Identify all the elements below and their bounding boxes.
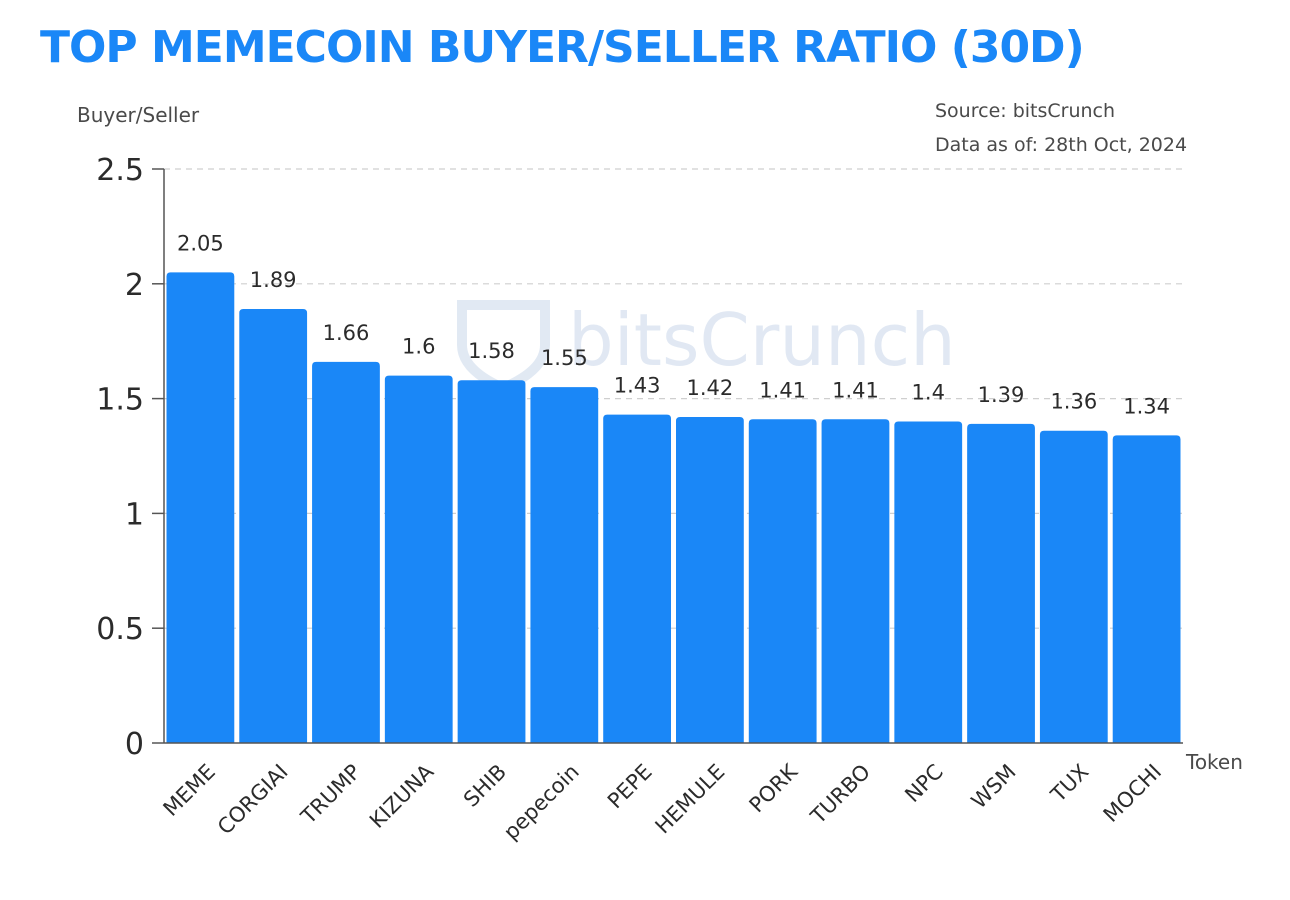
data-label: 1.4 — [912, 381, 945, 405]
y-tick-label: 1 — [125, 497, 144, 532]
data-label: 2.05 — [177, 231, 224, 255]
watermark-text: bitsCrunch — [568, 298, 956, 382]
data-label: 1.36 — [1050, 390, 1097, 414]
watermark: bitsCrunch — [457, 298, 956, 394]
bar-pepe — [603, 414, 671, 743]
source-note: Source: bitsCrunch — [935, 100, 1116, 122]
category-label: PORK — [745, 759, 804, 818]
category-label: TURBO — [805, 760, 875, 830]
bar-turbo — [821, 419, 890, 743]
bar-pork — [748, 419, 817, 743]
category-label: MEME — [159, 760, 220, 821]
bar-corgiai — [239, 309, 308, 743]
data-label: 1.43 — [614, 374, 661, 398]
bar-tux — [1039, 430, 1108, 743]
bar-trump — [312, 361, 380, 743]
category-label: HEMULE — [651, 760, 730, 839]
y-tick-label: 1.5 — [96, 383, 144, 418]
bar-pepecoin — [530, 387, 599, 743]
category-label: TUX — [1046, 760, 1094, 808]
bar-wsm — [967, 423, 1035, 743]
category-label: pepecoin — [499, 760, 584, 845]
category-label: MOCHI — [1099, 760, 1166, 827]
category-label: SHIB — [459, 760, 511, 812]
bar-meme — [166, 272, 235, 743]
category-label: KIZUNA — [365, 759, 439, 833]
bar-shib — [457, 380, 526, 743]
bar-mochi — [1112, 435, 1181, 743]
data-label: 1.39 — [978, 383, 1025, 407]
x-axis-title: Token — [1185, 750, 1243, 774]
chart-title: TOP MEMECOIN BUYER/SELLER RATIO (30D) — [40, 22, 1085, 73]
data-label: 1.6 — [402, 335, 435, 359]
data-label: 1.55 — [541, 346, 588, 370]
category-label: CORGIAI — [213, 760, 293, 840]
y-tick-label: 0 — [125, 727, 144, 762]
data-label: 1.41 — [832, 378, 879, 402]
category-label: PEPE — [603, 760, 657, 814]
category-label: TRUMP — [296, 760, 366, 830]
data-label: 1.66 — [323, 321, 370, 345]
y-tick-label: 2 — [125, 268, 144, 303]
bar-hemule — [676, 416, 744, 743]
data-label: 1.41 — [759, 378, 806, 402]
data-date-note: Data as of: 28th Oct, 2024 — [935, 134, 1188, 156]
category-label: WSM — [967, 760, 1021, 814]
y-tick-label: 2.5 — [96, 153, 144, 188]
data-label: 1.42 — [687, 376, 734, 400]
bar-kizuna — [384, 375, 453, 743]
data-label: 1.58 — [468, 339, 515, 363]
y-tick-label: 0.5 — [96, 612, 144, 647]
data-label: 1.89 — [250, 268, 297, 292]
data-label: 1.34 — [1123, 394, 1170, 418]
bar-npc — [894, 421, 963, 743]
y-axis-title: Buyer/Seller — [77, 103, 200, 127]
category-label: NPC — [900, 760, 947, 807]
